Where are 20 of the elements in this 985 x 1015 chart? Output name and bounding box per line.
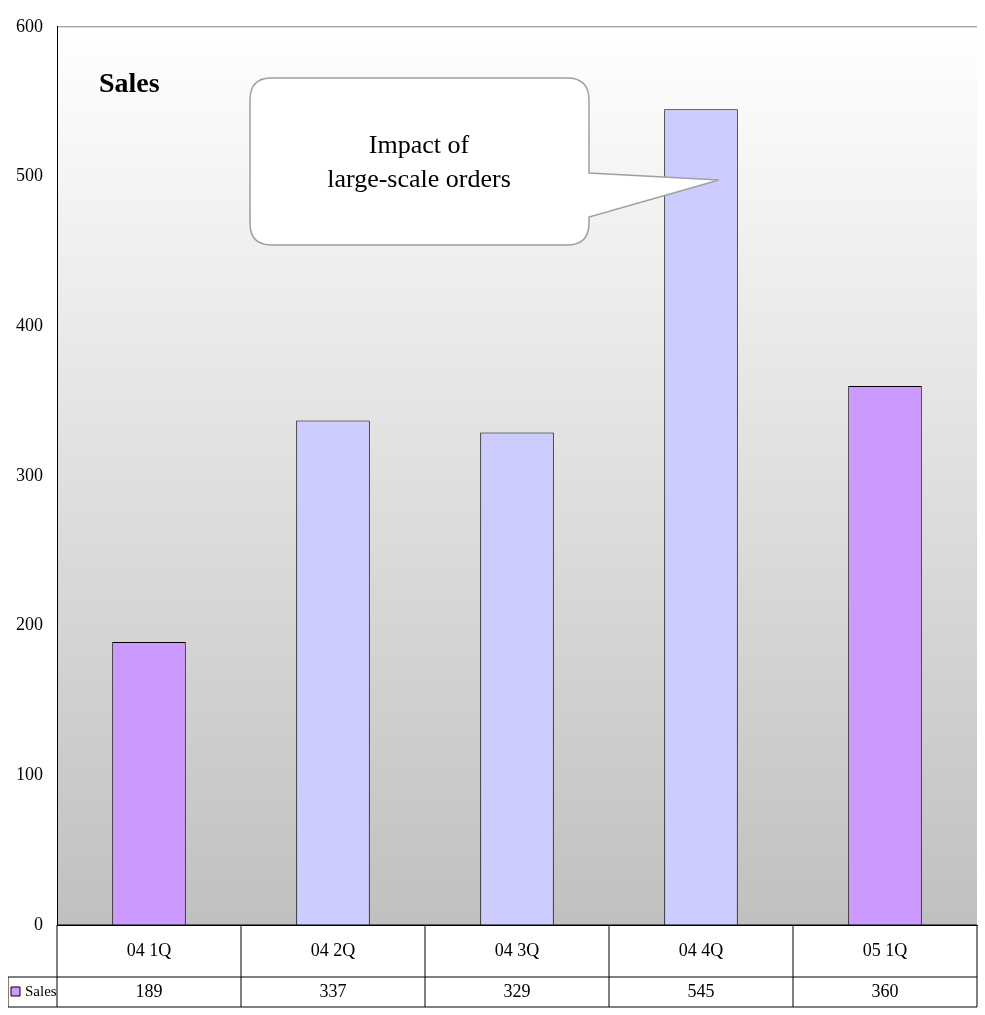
x-tick-label: 04 3Q xyxy=(494,939,540,960)
annotation: Impact of large-scale orders xyxy=(327,128,511,195)
data-label: 360 xyxy=(871,980,899,1001)
y-tick-label: 0 xyxy=(34,913,43,934)
text: Sales xyxy=(99,67,160,99)
x-tick-label: 05 1Q xyxy=(862,939,908,960)
y-tick-label: 300 xyxy=(16,464,43,485)
x-tick-label: 04 2Q xyxy=(310,939,356,960)
y-tick-label: 200 xyxy=(16,614,43,635)
data-label: 329 xyxy=(503,980,531,1001)
data-label: 337 xyxy=(319,980,347,1001)
x-tick-label: 04 4Q xyxy=(678,939,724,960)
x-tick-label: 04 1Q xyxy=(126,939,172,960)
legend-label: Sales xyxy=(25,982,57,999)
y-tick-label: 500 xyxy=(16,165,43,186)
y-tick-label: 100 xyxy=(16,764,43,785)
data-label: 189 xyxy=(135,980,163,1001)
y-tick-label: 600 xyxy=(16,15,43,36)
data-label: 545 xyxy=(687,980,715,1001)
y-tick-label: 400 xyxy=(16,314,43,335)
